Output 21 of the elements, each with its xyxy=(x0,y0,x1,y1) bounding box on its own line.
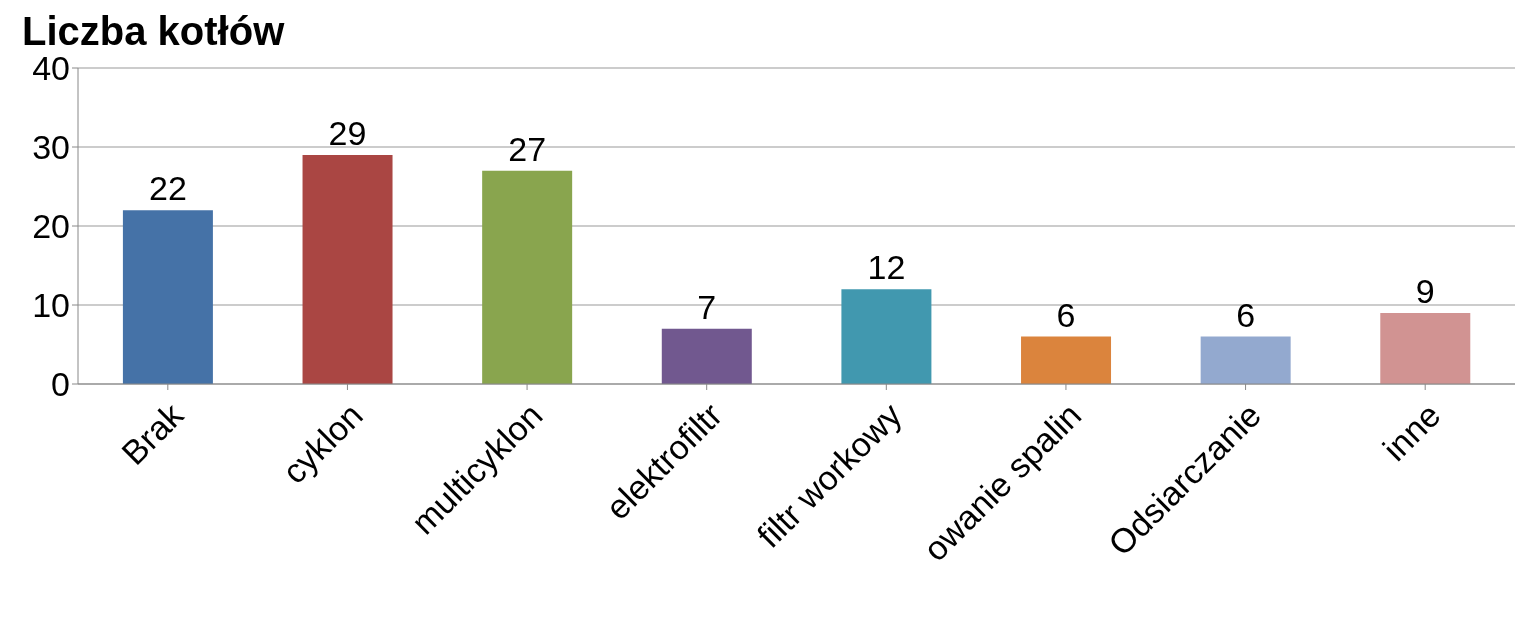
x-tick-label: inne xyxy=(1375,395,1448,468)
y-tick-label: 0 xyxy=(51,365,70,404)
bar xyxy=(841,289,932,384)
bar xyxy=(1021,336,1112,384)
y-tick-label: 20 xyxy=(32,207,70,246)
data-label: 29 xyxy=(328,113,367,152)
bar xyxy=(302,154,393,384)
data-label: 6 xyxy=(1056,295,1076,334)
data-label: 12 xyxy=(867,248,906,287)
bar xyxy=(1200,336,1291,384)
data-label: 7 xyxy=(697,287,717,326)
data-label: 6 xyxy=(1236,295,1256,334)
bar xyxy=(1380,312,1471,384)
bar xyxy=(122,210,213,384)
bar xyxy=(661,328,752,384)
y-tick-label: 10 xyxy=(32,286,70,325)
y-tick-label: 30 xyxy=(32,128,70,167)
bar xyxy=(482,170,573,384)
data-label: 27 xyxy=(508,129,547,168)
data-label: 9 xyxy=(1415,271,1435,310)
data-label: 22 xyxy=(148,169,187,208)
